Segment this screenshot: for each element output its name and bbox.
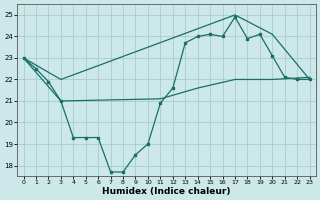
- X-axis label: Humidex (Indice chaleur): Humidex (Indice chaleur): [102, 187, 231, 196]
